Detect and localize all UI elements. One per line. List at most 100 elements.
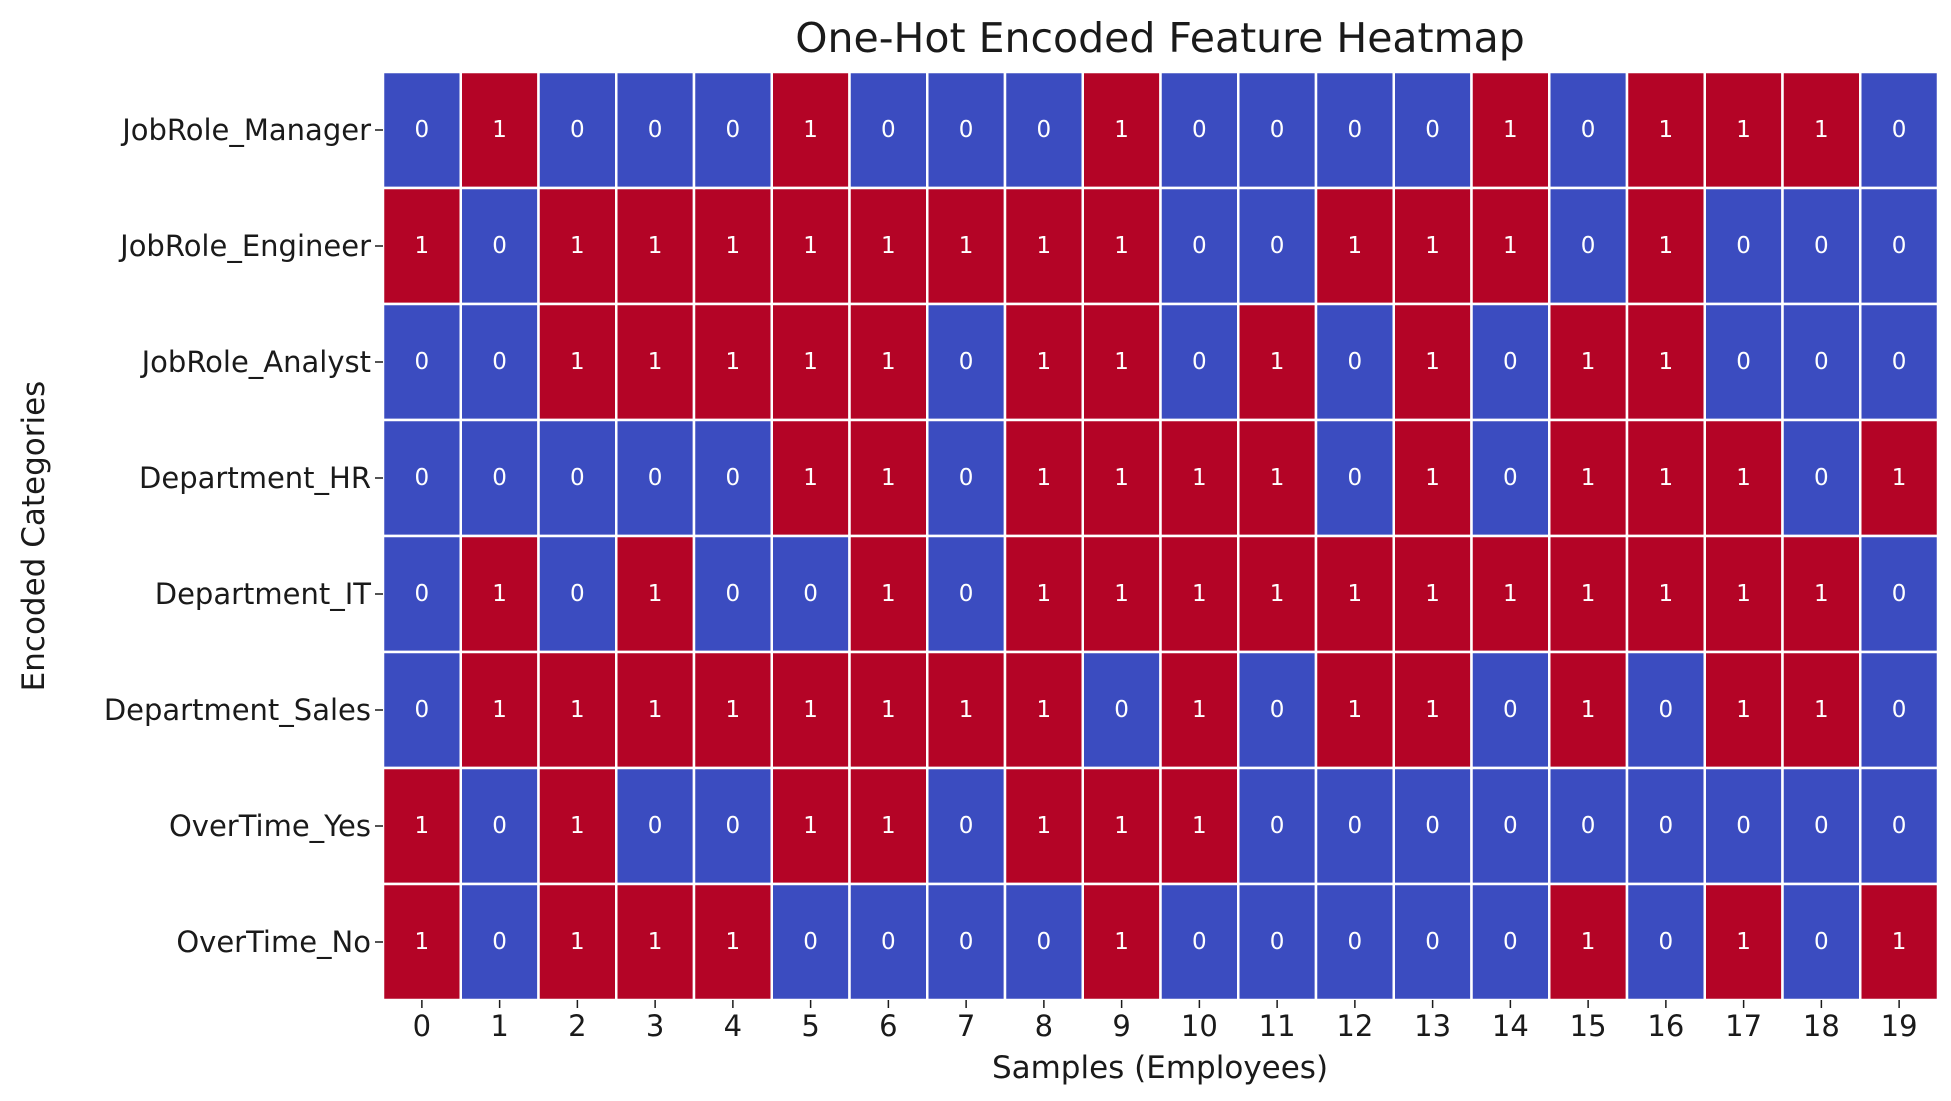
cell-value-label: 1 — [648, 349, 663, 375]
cell-value-label: 0 — [881, 117, 896, 143]
heatmap-cell — [1859, 882, 1940, 1002]
x-tick-label: 17 — [1725, 1009, 1762, 1043]
cell-value-label: 1 — [726, 697, 741, 723]
cell-value-label: 0 — [648, 117, 663, 143]
heatmap-cell — [1625, 534, 1706, 654]
cell-value-label: 0 — [1814, 349, 1829, 375]
heatmap-cell — [770, 418, 851, 538]
cell-value-label: 1 — [1736, 929, 1751, 955]
y-tick-label: Department_Sales — [104, 693, 371, 727]
cell-value-label: 1 — [415, 233, 430, 259]
cell-value-label: 1 — [1892, 465, 1907, 491]
cell-value-label: 1 — [1425, 349, 1440, 375]
cell-value-label: 0 — [803, 929, 818, 955]
cell-value-label: 0 — [726, 465, 741, 491]
cell-value-label: 0 — [1425, 813, 1440, 839]
cell-value-label: 0 — [1348, 349, 1363, 375]
cell-value-label: 1 — [1037, 697, 1052, 723]
heatmap-cell — [848, 882, 929, 1002]
cell-value-label: 0 — [1037, 929, 1052, 955]
cell-value-label: 1 — [1425, 233, 1440, 259]
cell-value-label: 1 — [726, 349, 741, 375]
cell-value-label: 1 — [1348, 233, 1363, 259]
x-tick-label: 5 — [801, 1009, 819, 1043]
heatmap-cell — [459, 302, 540, 422]
cell-value-label: 0 — [1581, 117, 1596, 143]
cell-value-label: 1 — [492, 581, 507, 607]
cell-value-label: 1 — [881, 349, 896, 375]
cell-value-label: 0 — [492, 465, 507, 491]
heatmap-cell — [615, 418, 696, 538]
heatmap-cell — [1081, 650, 1162, 770]
cell-value-label: 1 — [1270, 581, 1285, 607]
y-tick-label: JobRole_Manager — [120, 113, 371, 147]
heatmap-cell — [615, 766, 696, 886]
cell-value-label: 1 — [492, 117, 507, 143]
heatmap-cell — [1859, 534, 1940, 654]
x-tick-label: 19 — [1881, 1009, 1918, 1043]
cell-value-label: 0 — [1892, 813, 1907, 839]
cell-value-label: 1 — [1037, 581, 1052, 607]
heatmap-cell — [1081, 70, 1162, 190]
cell-value-label: 1 — [1814, 581, 1829, 607]
heatmap-cell — [1159, 302, 1240, 422]
heatmap-cell — [459, 534, 540, 654]
cell-value-label: 0 — [1503, 349, 1518, 375]
heatmap-cell — [1548, 70, 1629, 190]
heatmap-cell — [926, 650, 1007, 770]
cell-value-label: 0 — [803, 581, 818, 607]
cell-value-label: 1 — [1659, 465, 1674, 491]
cell-value-label: 1 — [570, 929, 585, 955]
cell-value-label: 0 — [1270, 813, 1285, 839]
heatmap-cell — [1548, 418, 1629, 538]
cell-value-label: 0 — [1892, 233, 1907, 259]
cell-value-label: 0 — [726, 813, 741, 839]
chart-title: One-Hot Encoded Feature Heatmap — [795, 14, 1524, 62]
cell-value-label: 0 — [648, 465, 663, 491]
cell-value-label: 0 — [1192, 929, 1207, 955]
heatmap-cell — [1470, 882, 1551, 1002]
cell-value-label: 0 — [959, 465, 974, 491]
heatmap-cell — [848, 650, 929, 770]
cell-value-label: 0 — [1736, 813, 1751, 839]
heatmap-cell — [1859, 70, 1940, 190]
heatmap-cell — [1703, 650, 1784, 770]
cell-value-label: 1 — [492, 697, 507, 723]
heatmap-cell — [1470, 302, 1551, 422]
cell-value-label: 0 — [492, 349, 507, 375]
heatmap-cell — [381, 186, 462, 306]
heatmap-cell — [1159, 766, 1240, 886]
cell-value-label: 1 — [570, 349, 585, 375]
heatmap-cell — [381, 766, 462, 886]
heatmap-cell — [848, 186, 929, 306]
heatmap-cell — [1314, 418, 1395, 538]
cell-value-label: 0 — [726, 117, 741, 143]
cell-value-label: 1 — [1581, 465, 1596, 491]
cell-value-label: 0 — [1270, 697, 1285, 723]
heatmap-cell — [537, 882, 618, 1002]
cell-value-label: 0 — [1192, 117, 1207, 143]
cell-value-label: 0 — [1892, 349, 1907, 375]
cell-value-label: 0 — [648, 813, 663, 839]
x-tick-label: 8 — [1035, 1009, 1053, 1043]
heatmap-cell — [770, 70, 851, 190]
cell-value-label: 0 — [1425, 929, 1440, 955]
heatmap-cell — [1548, 186, 1629, 306]
heatmap-cell — [848, 534, 929, 654]
cell-value-label: 1 — [648, 233, 663, 259]
y-tick-labels: JobRole_Manager JobRole_Engineer JobRole_A… — [104, 113, 383, 959]
cell-value-label: 1 — [1114, 117, 1129, 143]
heatmap-cell — [1392, 418, 1473, 538]
cell-value-label: 0 — [1425, 117, 1440, 143]
heatmap-cell — [1237, 650, 1318, 770]
cell-value-label: 1 — [1037, 465, 1052, 491]
y-tick-label: OverTime_Yes — [169, 809, 371, 843]
cell-value-label: 1 — [1736, 581, 1751, 607]
cell-value-label: 1 — [1037, 349, 1052, 375]
x-tick-label: 12 — [1336, 1009, 1373, 1043]
heatmap-cell — [537, 650, 618, 770]
cell-value-label: 0 — [492, 929, 507, 955]
cell-value-label: 1 — [959, 697, 974, 723]
y-axis-title: Encoded Categories — [16, 381, 52, 692]
cell-value-label: 1 — [1736, 117, 1751, 143]
